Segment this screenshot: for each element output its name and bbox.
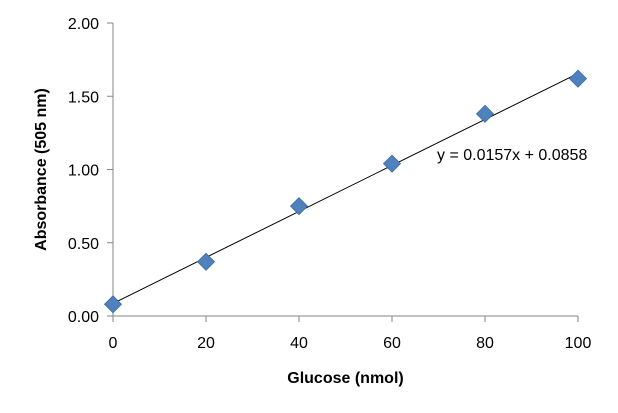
x-ticks: 0 20 40 60 80 100 [109, 316, 592, 352]
x-tick-label: 20 [197, 335, 215, 352]
y-tick-label: 1.50 [68, 89, 99, 106]
data-point [289, 197, 309, 216]
data-point [475, 104, 495, 123]
y-tick-label: 1.00 [68, 163, 99, 180]
y-ticks: 0.00 0.50 1.00 1.50 2.00 [68, 16, 113, 326]
y-tick-label: 0.00 [68, 309, 99, 326]
trendline-equation: y = 0.0157x + 0.0858 [437, 147, 587, 164]
x-tick-label: 40 [290, 335, 308, 352]
data-point [568, 69, 588, 88]
x-tick-label: 0 [109, 335, 118, 352]
trendline [112, 72, 579, 304]
x-tick-label: 80 [476, 335, 494, 352]
y-axis-title: Absorbance (505 nm) [33, 88, 50, 251]
x-axis-title: Glucose (nmol) [287, 370, 403, 387]
data-point [103, 295, 123, 314]
x-tick-label: 100 [565, 335, 592, 352]
x-tick-label: 60 [383, 335, 401, 352]
data-points [103, 69, 588, 314]
axes: 0.00 0.50 1.00 1.50 2.00 0 20 40 60 80 100 [68, 16, 592, 352]
data-point [382, 154, 402, 173]
y-tick-label: 2.00 [68, 16, 99, 33]
y-tick-label: 0.50 [68, 236, 99, 253]
data-point [196, 252, 216, 271]
